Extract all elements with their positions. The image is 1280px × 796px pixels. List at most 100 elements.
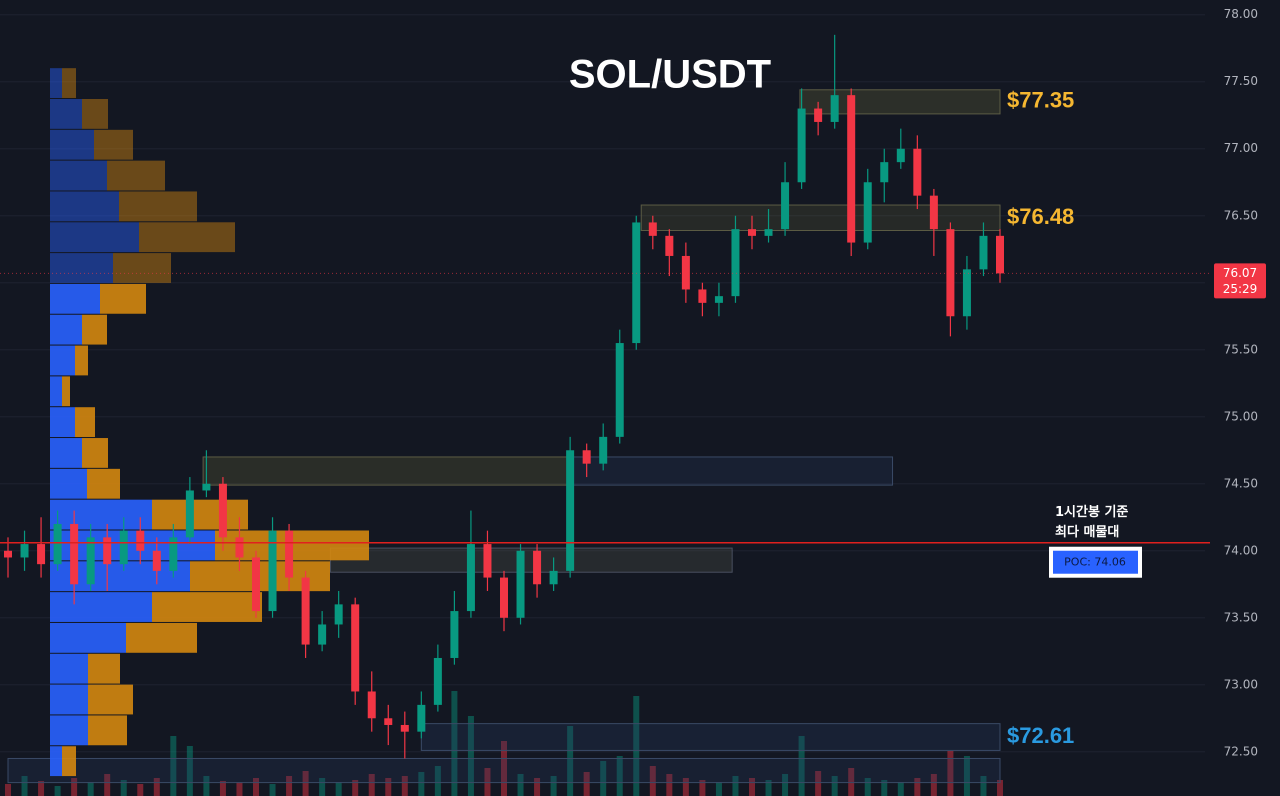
volume-bar: [236, 782, 243, 796]
profile-buy: [50, 345, 75, 376]
zone: [329, 547, 733, 573]
volume-bar: [947, 751, 954, 796]
candle-body: [400, 724, 409, 732]
candle-body: [318, 624, 327, 645]
candle-body: [566, 450, 575, 571]
volume-bar: [5, 784, 11, 796]
profile-sell: [113, 253, 171, 283]
volume-bar: [517, 774, 524, 796]
candle-body: [681, 255, 690, 290]
profile-sell: [88, 684, 133, 715]
volume-bar: [831, 776, 838, 796]
profile-sell: [139, 222, 235, 253]
volume-bar: [319, 778, 326, 796]
zone: [572, 456, 894, 486]
plot: 72.5073.0073.5074.0074.5075.0075.5076.00…: [0, 7, 1266, 796]
zone: [420, 723, 1001, 751]
volume-bar: [104, 774, 111, 796]
volume-bar: [385, 778, 392, 796]
candle-body: [86, 537, 95, 585]
profile-buy: [50, 68, 62, 98]
volume-bar: [219, 781, 226, 796]
candle-body: [863, 182, 872, 243]
profile-buy: [50, 314, 82, 345]
candle-body: [367, 691, 376, 719]
volume-bar: [54, 786, 61, 796]
profile-sell: [107, 160, 165, 191]
annotation: 1시간봉 기준: [1055, 504, 1128, 520]
candle-body: [665, 235, 674, 256]
profile-sell: [75, 345, 88, 376]
candle-body: [384, 718, 393, 725]
candle-body: [466, 544, 475, 612]
candle-body: [334, 604, 343, 625]
volume-bar: [815, 771, 822, 796]
candle-body: [37, 544, 46, 565]
candle-body: [53, 523, 62, 565]
y-tick-label: 75.50: [1224, 342, 1258, 356]
volume-bar: [897, 782, 904, 796]
candle-body: [20, 544, 29, 558]
candle-body: [814, 108, 823, 122]
profile-sell: [100, 283, 146, 314]
candle-body: [599, 436, 608, 464]
countdown-label: 25:29: [1223, 282, 1258, 296]
volume-bar: [980, 776, 987, 796]
candle-body: [748, 229, 756, 236]
profile-sell: [152, 499, 248, 530]
volume-bar: [368, 774, 375, 796]
candle-body: [830, 95, 839, 122]
candle-body: [235, 537, 244, 558]
volume-bar: [782, 774, 789, 796]
candle-body: [252, 557, 260, 612]
profile-buy: [50, 283, 100, 314]
candle-body: [136, 530, 145, 551]
volume-bar: [633, 696, 640, 796]
candle-body: [962, 269, 971, 317]
candle-body: [615, 343, 624, 437]
last-price-label: 76.07: [1223, 266, 1257, 280]
chart-title: SOL/USDT: [569, 53, 771, 97]
volume-bar: [649, 766, 656, 796]
volume-bar: [418, 772, 425, 796]
zone: [7, 757, 1001, 784]
y-tick-label: 73.50: [1224, 610, 1258, 624]
candle-body: [847, 95, 856, 243]
profile-sell: [82, 98, 108, 129]
profile-sell: [82, 314, 107, 345]
volume-bar: [534, 778, 541, 796]
candle-body: [301, 577, 310, 645]
volume-bar: [749, 778, 755, 796]
profile-buy: [50, 468, 87, 499]
candle-body: [714, 296, 723, 303]
y-tick-label: 77.00: [1224, 141, 1258, 155]
volume-bar: [71, 778, 78, 796]
volume-bar: [137, 784, 144, 796]
volume-bar: [38, 781, 45, 796]
poc-label: POC: 74.06: [1064, 556, 1126, 569]
profile-sell: [62, 746, 76, 777]
profile-buy: [50, 622, 126, 653]
candle-body: [731, 229, 740, 297]
profile-sell: [94, 129, 133, 160]
candle-body: [996, 235, 1004, 274]
zone: [640, 204, 1001, 231]
candle-body: [516, 550, 525, 618]
volume-bar: [501, 741, 507, 796]
candle-body: [70, 523, 79, 585]
profile-sell: [87, 468, 120, 499]
volume-bar: [203, 776, 210, 796]
volume-bar: [732, 776, 739, 796]
zone-level-label: $72.61: [1007, 723, 1074, 748]
candle-body: [764, 229, 773, 236]
volume-bar: [699, 780, 706, 796]
profile-buy: [50, 592, 152, 622]
volume-bar: [930, 774, 937, 796]
profile-buy: [50, 499, 152, 530]
volume-bar: [451, 691, 458, 796]
volume-bar: [583, 772, 590, 796]
profile-sell: [152, 592, 262, 622]
candle-body: [880, 162, 889, 183]
profile-buy: [50, 222, 139, 253]
